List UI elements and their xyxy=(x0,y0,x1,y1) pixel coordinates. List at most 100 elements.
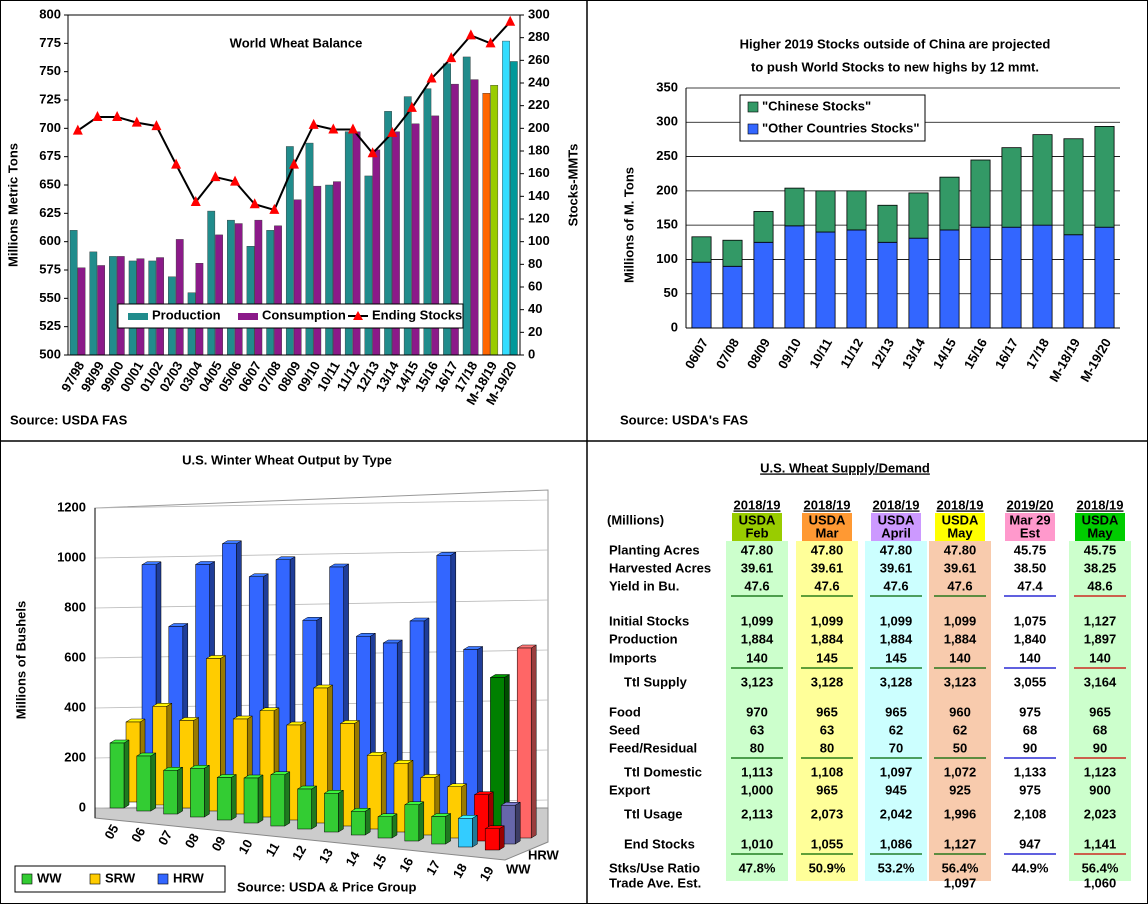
y-tick-label: 150 xyxy=(656,217,678,232)
stock-marker xyxy=(308,118,319,129)
stock-marker xyxy=(446,52,457,63)
table-cell: 965 xyxy=(1089,704,1111,719)
bar xyxy=(254,219,263,356)
bar-side xyxy=(530,644,537,839)
bar-segment xyxy=(784,187,805,227)
bar xyxy=(462,56,471,356)
column-header xyxy=(1075,513,1125,541)
y2-tick-label: 100 xyxy=(528,233,550,248)
stock-marker xyxy=(131,116,142,127)
bar xyxy=(324,793,339,833)
y-tick-label: 500 xyxy=(39,346,61,361)
bar xyxy=(175,239,184,356)
legend-label: Production xyxy=(152,307,221,322)
x-tick-label: 16/17 xyxy=(992,336,1021,372)
row-label: Stks/Use Ratio xyxy=(609,860,700,875)
table-cell: 145 xyxy=(885,650,907,665)
table-cell: 945 xyxy=(885,782,907,797)
bar-segment xyxy=(722,265,743,329)
grid-line xyxy=(94,599,549,609)
bar-segment xyxy=(753,211,774,243)
column-year: 2018/19 xyxy=(873,497,920,512)
bar-side xyxy=(311,785,317,830)
y-tick-label: 650 xyxy=(39,176,61,191)
row-label: Initial Stocks xyxy=(609,613,689,628)
bar xyxy=(246,245,255,356)
table-cell: 90 xyxy=(1023,740,1037,755)
row-label: Ttl Domestic xyxy=(624,764,702,779)
bar-segment xyxy=(846,190,867,231)
y2-tick-label: 300 xyxy=(528,6,550,21)
y-tick-label: 550 xyxy=(39,290,61,305)
y-tick-label: 575 xyxy=(39,261,61,276)
y-tick-label: 350 xyxy=(656,79,678,94)
bar xyxy=(227,219,235,356)
y-tick-label: 625 xyxy=(39,205,61,220)
stock-marker xyxy=(92,111,103,121)
units-label: (Millions) xyxy=(607,512,664,527)
table-cell: 1,010 xyxy=(741,836,774,851)
column-year: 2018/19 xyxy=(804,497,851,512)
y-tick-label: 300 xyxy=(656,114,678,129)
bar xyxy=(215,234,223,356)
table-cell: 2,023 xyxy=(1084,806,1117,821)
table-cell: 1,133 xyxy=(1014,764,1047,779)
y-tick-label: 800 xyxy=(39,6,61,21)
stock-marker xyxy=(387,126,398,137)
legend-label: "Other Countries Stocks" xyxy=(762,120,920,135)
x-tick-label: 14/15 xyxy=(930,336,959,372)
stock-marker xyxy=(171,158,182,169)
table-cell: 970 xyxy=(746,704,768,719)
column-band xyxy=(726,541,788,881)
table-cell: 47.6 xyxy=(814,578,839,593)
x-tick-label: 06 xyxy=(128,825,148,845)
bar-segment xyxy=(908,237,929,329)
table-cell: 47.80 xyxy=(741,542,774,557)
table-cell: 50 xyxy=(953,740,967,755)
x-tick-label: 12 xyxy=(289,843,309,863)
table-cell: 1,099 xyxy=(880,613,913,628)
bar-segment xyxy=(753,241,774,329)
table-cell: 1,840 xyxy=(1014,631,1047,646)
bar-segment xyxy=(691,236,712,263)
table-cell: 53.2% xyxy=(878,860,915,875)
y-tick-label: 750 xyxy=(39,63,61,78)
bar xyxy=(270,774,286,827)
table-cell: 140 xyxy=(949,650,971,665)
table-cell: 44.9% xyxy=(1012,860,1049,875)
x-tick-label: 12/13 xyxy=(868,336,897,372)
table-cell: 47.6 xyxy=(947,578,972,593)
row-label: Ttl Supply xyxy=(624,674,688,689)
x-tick-label: 17/18 xyxy=(1023,336,1052,372)
table-cell: 1,099 xyxy=(741,613,774,628)
table-cell: 2,113 xyxy=(741,806,773,821)
table-cell: 63 xyxy=(820,722,834,737)
x-tick-label: 07/08 xyxy=(713,336,742,372)
column-month: May xyxy=(947,525,973,540)
column-source: USDA xyxy=(1082,512,1119,527)
y-axis-label: Millions of M. Tons xyxy=(621,167,636,283)
table-cell: 47.80 xyxy=(944,542,977,557)
y2-tick-label: 260 xyxy=(528,52,550,67)
legend-box xyxy=(117,303,464,329)
table-cell: 47.6 xyxy=(883,578,908,593)
y2-tick-label: 280 xyxy=(528,29,550,44)
bar xyxy=(190,768,205,818)
x-tick-label: 10 xyxy=(235,837,255,857)
source-note: Source: USDA FAS xyxy=(10,412,128,427)
legend-marker xyxy=(353,311,363,320)
bar-segment xyxy=(1001,147,1022,228)
bar xyxy=(207,210,216,356)
y2-tick-label: 160 xyxy=(528,165,550,180)
y2-axis-label: Stocks-MMTs xyxy=(565,144,580,227)
legend-swatch xyxy=(21,873,33,885)
bar xyxy=(502,40,510,356)
table-cell: 965 xyxy=(885,704,907,719)
bar-segment xyxy=(939,229,960,329)
table-title: U.S. Wheat Supply/Demand xyxy=(760,460,930,475)
chart-title: World Wheat Balance xyxy=(230,35,363,50)
table-cell: 68 xyxy=(1093,722,1107,737)
table-cell: 47.80 xyxy=(880,542,913,557)
x-tick-label: 07 xyxy=(155,828,175,848)
bar-side xyxy=(445,813,451,845)
